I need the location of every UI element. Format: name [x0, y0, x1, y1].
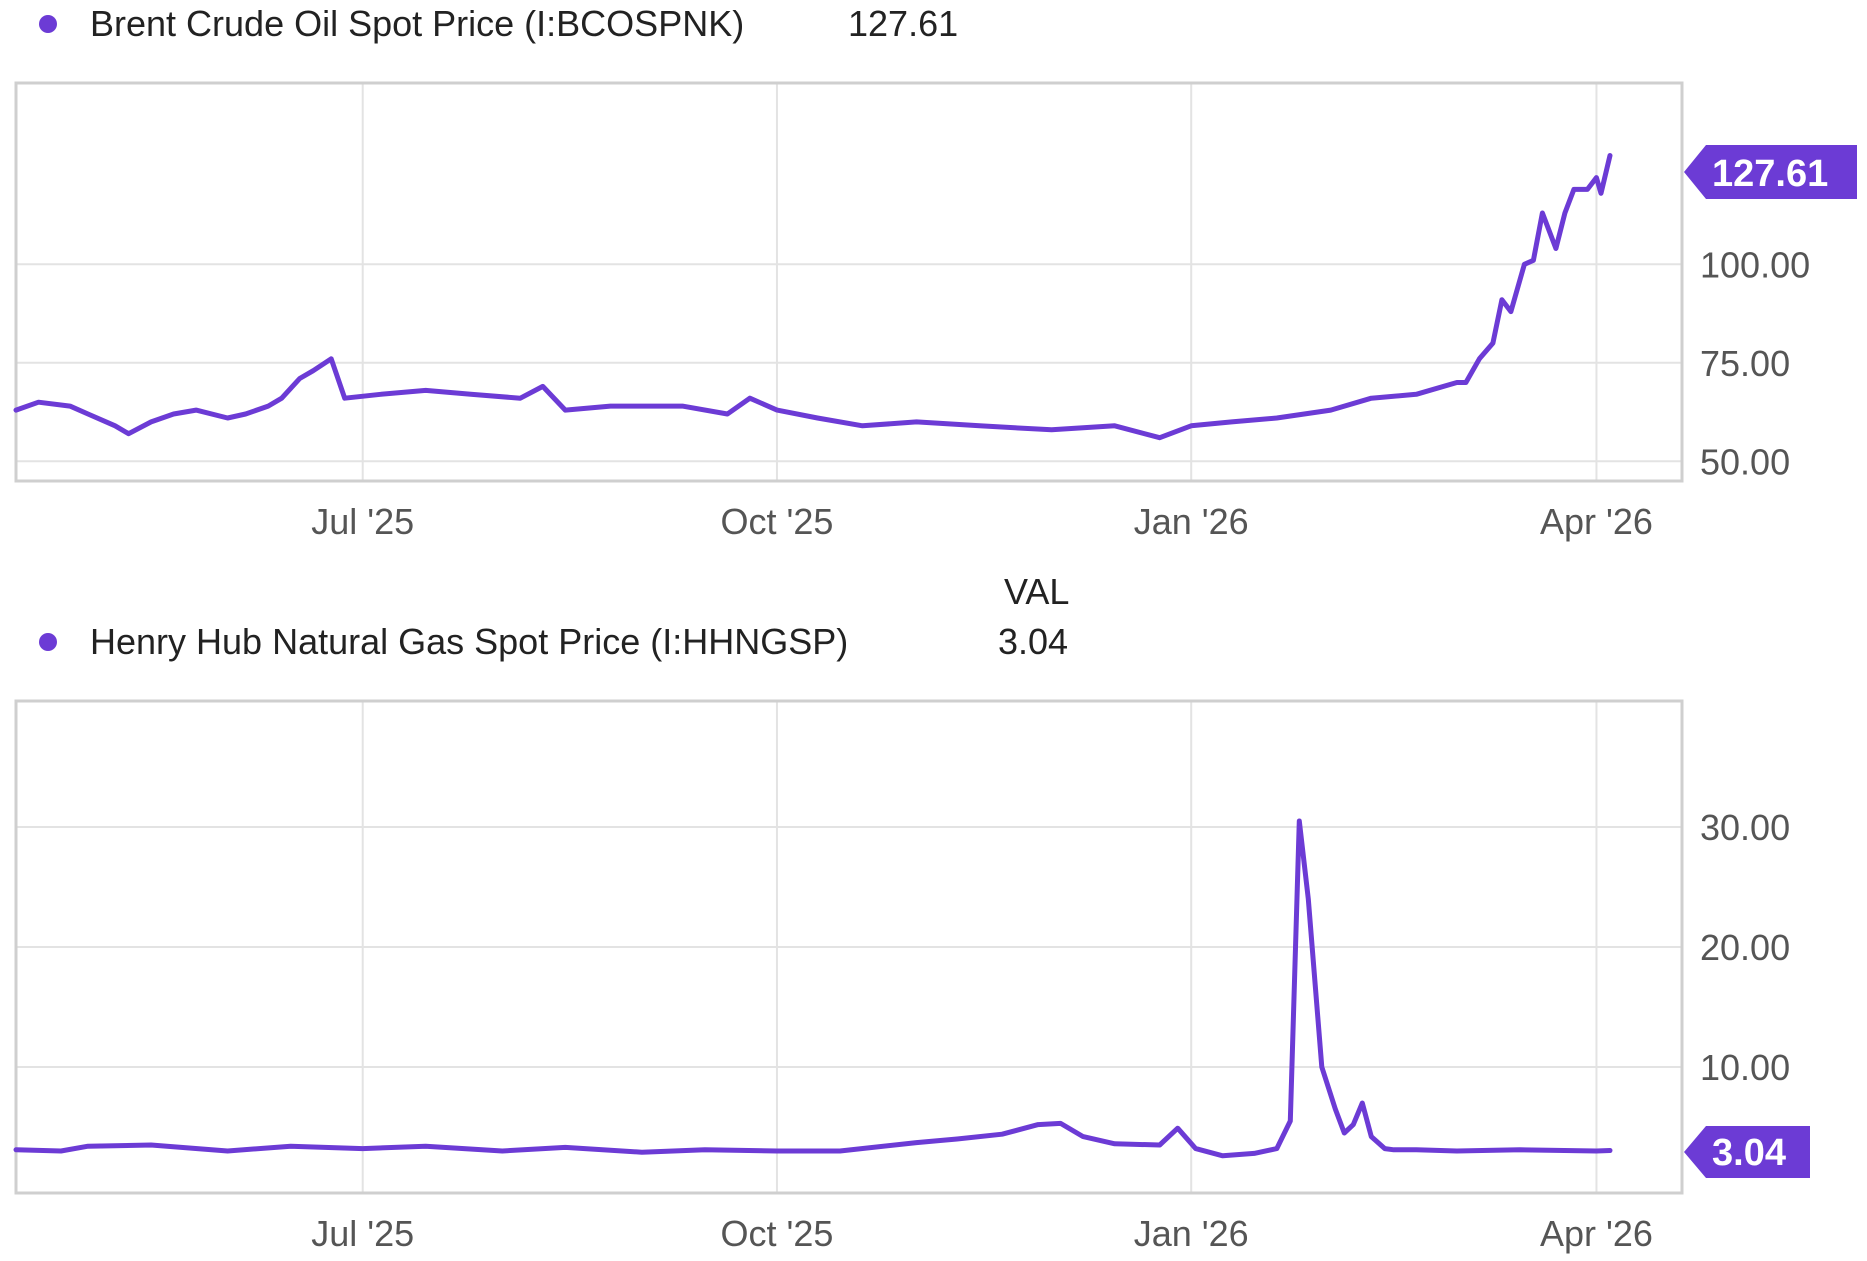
henry-hub-legend-dot — [39, 633, 57, 651]
henry-hub-y-axis: 10.00 20.00 30.00 — [1700, 807, 1790, 1088]
henry-hub-column-header: VAL — [1004, 571, 1069, 612]
brent-x-tick-label: Apr '26 — [1540, 501, 1653, 542]
henry-hub-plot-frame — [14, 699, 1684, 1195]
henry-hub-legend-value: 3.04 — [998, 621, 1068, 662]
henry-hub-badge-shape — [1684, 1126, 1810, 1178]
henry-hub-x-axis: Jul '25 Oct '25 Jan '26 Apr '26 — [311, 1213, 1653, 1254]
brent-chart: Brent Crude Oil Spot Price (I:BCOSPNK) 1… — [13, 3, 1857, 542]
brent-x-tick-label: Oct '25 — [720, 501, 833, 542]
henry-hub-y-tick-label: 30.00 — [1700, 807, 1790, 848]
brent-badge-label: 127.61 — [1712, 153, 1828, 195]
henry-hub-x-tick-label: Oct '25 — [720, 1213, 833, 1254]
henry-hub-x-tick-label: Apr '26 — [1540, 1213, 1653, 1254]
henry-hub-y-tick-label: 10.00 — [1700, 1047, 1790, 1088]
henry-hub-y-tick-label: 20.00 — [1700, 927, 1790, 968]
henry-hub-x-tick-label: Jan '26 — [1134, 1213, 1249, 1254]
brent-series-line — [13, 153, 1613, 441]
henry-hub-x-tick-label: Jul '25 — [311, 1213, 414, 1254]
brent-legend-dot — [39, 15, 57, 33]
brent-current-value-badge: 127.61 — [1684, 145, 1857, 199]
brent-gridlines — [16, 83, 1682, 481]
brent-plot-frame — [14, 81, 1684, 483]
brent-legend-value: 127.61 — [848, 3, 958, 44]
henry-hub-current-value-badge: 3.04 — [1684, 1126, 1810, 1178]
brent-x-axis: Jul '25 Oct '25 Jan '26 Apr '26 — [311, 501, 1653, 542]
brent-x-tick-label: Jan '26 — [1134, 501, 1249, 542]
henry-hub-chart: VAL Henry Hub Natural Gas Spot Price (I:… — [13, 571, 1810, 1254]
henry-hub-series-line — [13, 818, 1613, 1159]
brent-y-tick-label: 100.00 — [1700, 244, 1810, 285]
brent-badge-shape — [1684, 145, 1857, 199]
brent-y-axis: 50.00 75.00 100.00 — [1700, 244, 1810, 482]
henry-hub-gridlines — [16, 701, 1682, 1193]
brent-legend-label: Brent Crude Oil Spot Price (I:BCOSPNK) — [90, 3, 744, 44]
brent-x-tick-label: Jul '25 — [311, 501, 414, 542]
henry-hub-legend-label: Henry Hub Natural Gas Spot Price (I:HHNG… — [90, 621, 848, 662]
henry-hub-badge-label: 3.04 — [1712, 1132, 1786, 1174]
brent-y-tick-label: 50.00 — [1700, 441, 1790, 482]
brent-y-tick-label: 75.00 — [1700, 343, 1790, 384]
